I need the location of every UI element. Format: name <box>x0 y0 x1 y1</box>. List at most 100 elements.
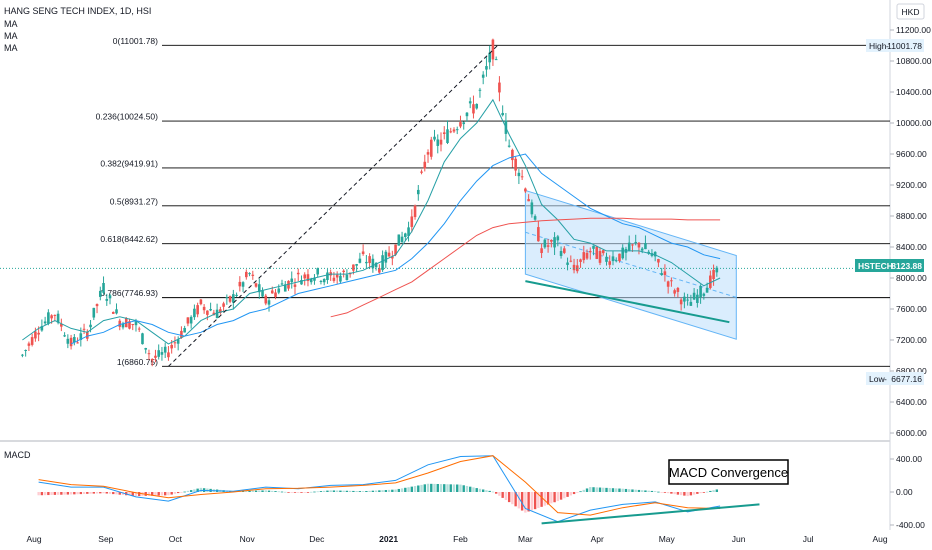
candle-body <box>699 286 702 297</box>
macd-histogram-bar <box>592 487 594 492</box>
candle-body <box>21 355 24 356</box>
macd-histogram-bar <box>333 490 335 492</box>
candle-body <box>527 199 530 201</box>
macd-histogram-bar <box>398 489 400 492</box>
macd-histogram-bar <box>531 492 533 510</box>
macd-histogram-bar <box>284 492 286 493</box>
macd-histogram-bar <box>498 492 500 496</box>
macd-histogram-bar <box>635 490 637 492</box>
macd-tick-label: 400.00 <box>896 454 922 464</box>
macd-histogram-bar <box>664 492 666 493</box>
macd-histogram-bar <box>411 487 413 492</box>
candle-body <box>524 189 527 192</box>
candle-body <box>557 236 560 240</box>
macd-histogram-bar <box>482 489 484 492</box>
candle-body <box>683 297 686 302</box>
macd-histogram-bar <box>680 492 682 495</box>
macd-histogram-bar <box>112 492 114 494</box>
indicator-ma-2[interactable]: MA <box>4 31 18 41</box>
macd-histogram-bar <box>109 492 111 494</box>
macd-convergence-annotation[interactable]: MACD Convergence <box>669 460 788 484</box>
macd-histogram-bar <box>443 484 445 492</box>
macd-histogram-bar <box>115 492 117 494</box>
macd-histogram-bar <box>320 491 322 492</box>
macd-histogram-bar <box>307 492 309 493</box>
candle-body <box>342 271 345 272</box>
macd-histogram-bar <box>161 492 163 495</box>
price-tick-label: 9600.00 <box>896 149 927 159</box>
macd-histogram-bar <box>622 489 624 492</box>
time-tick-label: Jul <box>803 534 814 544</box>
macd-histogram-bar <box>690 492 692 495</box>
candle-body <box>381 255 384 270</box>
macd-histogram-bar <box>628 489 630 492</box>
macd-histogram-bar <box>647 491 649 492</box>
candle-body <box>63 335 66 336</box>
time-tick-label: 2021 <box>379 534 398 544</box>
macd-histogram-bar <box>375 491 377 492</box>
candle-body <box>196 305 199 314</box>
macd-histogram-bar <box>612 488 614 492</box>
candle-body <box>28 343 31 345</box>
macd-histogram-bar <box>372 491 374 492</box>
macd-histogram-bar <box>453 484 455 492</box>
macd-histogram-bar <box>430 484 432 492</box>
macd-histogram-bar <box>420 485 422 492</box>
macd-histogram-bar <box>508 492 510 502</box>
macd-histogram-bar <box>540 492 542 507</box>
indicator-ma-1[interactable]: MA <box>4 19 18 29</box>
candle-body <box>274 292 277 296</box>
macd-histogram-bar <box>450 484 452 492</box>
macd-histogram-bar <box>699 492 701 493</box>
macd-histogram-bar <box>476 488 478 492</box>
macd-tick-label: 0.00 <box>896 487 913 497</box>
macd-histogram-bar <box>54 492 56 495</box>
candle-body <box>115 309 118 313</box>
macd-histogram-bar <box>76 492 78 494</box>
macd-histogram-bar <box>368 491 370 492</box>
macd-histogram-bar <box>440 484 442 492</box>
candle-body <box>582 252 585 260</box>
candle-body <box>706 288 709 293</box>
macd-histogram-bar <box>274 491 276 492</box>
macd-histogram-bar <box>446 484 448 492</box>
candle-body <box>398 235 401 246</box>
macd-histogram-bar <box>589 487 591 492</box>
macd-histogram-bar <box>365 491 367 492</box>
indicator-ma-3[interactable]: MA <box>4 43 18 53</box>
price-tick-label: 11200.00 <box>896 25 931 35</box>
candle-body <box>89 325 92 327</box>
macd-histogram-bar <box>187 491 189 492</box>
candle-body <box>190 317 193 324</box>
candle-body <box>47 312 50 323</box>
macd-histogram-bar <box>576 492 578 493</box>
time-tick-label: Aug <box>872 534 887 544</box>
price-tick-label: 7600.00 <box>896 304 927 314</box>
candle-body <box>433 137 436 140</box>
macd-histogram-bar <box>352 491 354 492</box>
currency-button[interactable]: HKD <box>897 4 924 19</box>
candle-body <box>105 299 108 301</box>
candle-body <box>436 139 439 145</box>
candle-body <box>99 291 102 297</box>
candle-body <box>67 339 70 344</box>
candle-body <box>336 275 339 278</box>
candle-body <box>469 101 472 103</box>
macd-histogram-bar <box>297 492 299 493</box>
candle-body <box>537 227 540 241</box>
macd-histogram-bar <box>99 492 101 493</box>
candle-body <box>372 259 375 269</box>
macd-histogram-bar <box>566 492 568 497</box>
candle-body <box>131 324 134 325</box>
low-label: Low <box>869 374 885 384</box>
candle-body <box>154 356 157 358</box>
macd-histogram-bar <box>459 485 461 492</box>
candle-body <box>586 253 589 259</box>
macd-histogram-bar <box>466 486 468 492</box>
macd-histogram-bar <box>47 492 49 495</box>
candle-body <box>628 243 631 251</box>
candle-body <box>352 265 355 271</box>
macd-histogram-bar <box>609 488 611 492</box>
macd-histogram-bar <box>346 491 348 492</box>
